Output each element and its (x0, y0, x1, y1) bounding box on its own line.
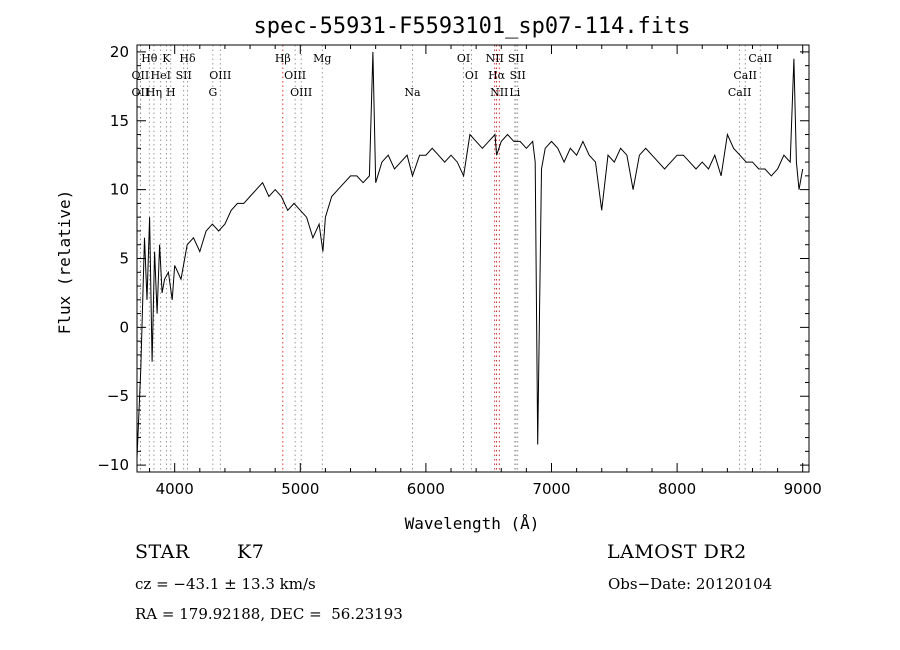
object-subclass: K7 (237, 541, 265, 563)
line-label: CaII (748, 52, 772, 65)
y-tick-label: −10 (97, 456, 129, 474)
line-label: K (162, 52, 171, 65)
line-label: SII (510, 69, 526, 82)
line-label: NII (490, 86, 508, 99)
plot-axes: 4000 5000 6000 7000 8000 9000 −10 −5 0 5 10 15 20 (97, 43, 821, 498)
chart-title: spec-55931-F5593101_sp07-114.fits (253, 14, 690, 39)
line-label: Mg (313, 52, 331, 65)
line-label: H (166, 86, 176, 99)
spectrum-line (136, 51, 804, 459)
observation-date: Obs−Date: 20120104 (608, 575, 773, 593)
y-tick-label: −5 (107, 387, 129, 405)
x-tick-label: 8000 (658, 480, 696, 498)
y-tick-label: 15 (110, 112, 129, 130)
line-label: OIII (284, 69, 306, 82)
redshift-cz: cz = −43.1 ± 13.3 km/s (135, 575, 316, 593)
x-axis-label: Wavelength (Å) (405, 514, 540, 533)
line-label: SII (176, 69, 192, 82)
x-tick-label: 6000 (407, 480, 445, 498)
x-tick-label: 7000 (532, 480, 570, 498)
line-label: Hα (488, 69, 506, 82)
x-tick-label: 4000 (156, 480, 194, 498)
line-label: OIII (209, 69, 231, 82)
line-label: OI (465, 69, 478, 82)
y-tick-label: 10 (110, 181, 129, 199)
x-tick-label: 5000 (281, 480, 319, 498)
y-tick-label: 5 (119, 250, 129, 268)
line-label: Hη (146, 86, 162, 99)
coordinates: RA = 179.92188, DEC = 56.23193 (135, 605, 403, 623)
line-label: OIII (290, 86, 312, 99)
y-tick-label: 0 (119, 318, 129, 336)
object-class: STAR (135, 541, 190, 563)
line-label: OI (457, 52, 470, 65)
plot-frame (136, 44, 810, 473)
survey-name: LAMOST DR2 (607, 541, 747, 563)
line-label: OII (132, 86, 150, 99)
line-label: CaII (728, 86, 752, 99)
line-label: Hβ (275, 52, 291, 65)
line-label: Na (404, 86, 421, 99)
line-label: Hδ (179, 52, 196, 65)
line-label: OII (132, 69, 150, 82)
line-label: NII (486, 52, 504, 65)
line-label: Hθ (141, 52, 158, 65)
line-label: Li (509, 86, 520, 99)
x-tick-label: 9000 (784, 480, 822, 498)
y-tick-label: 20 (110, 43, 129, 61)
line-label: CaII (733, 69, 757, 82)
line-label: G (208, 86, 217, 99)
line-label: SII (508, 52, 524, 65)
y-axis-label: Flux (relative) (55, 190, 74, 335)
spectral-line-markers (139, 45, 761, 472)
line-label: HeI (151, 69, 171, 82)
